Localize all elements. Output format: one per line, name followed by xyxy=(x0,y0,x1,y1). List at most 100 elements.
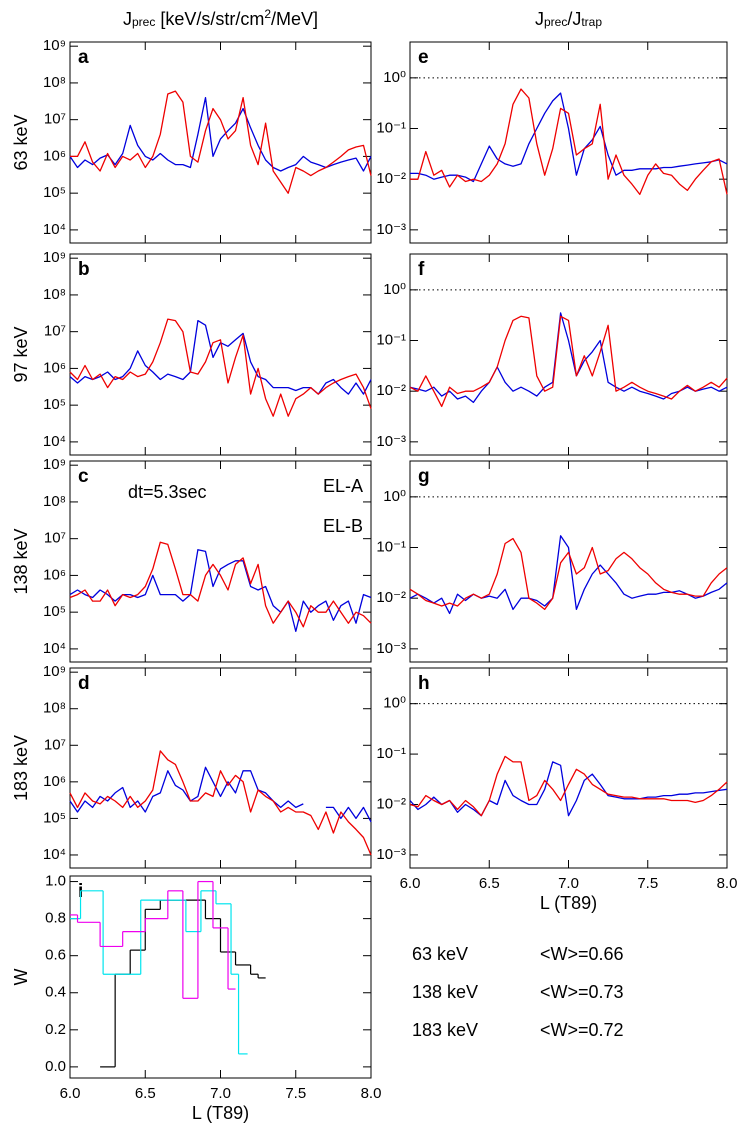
y-tick-label: 10⁹ xyxy=(43,456,66,473)
data-line xyxy=(409,315,728,408)
x-axis-label: L (T89) xyxy=(540,893,597,913)
x-tick-label: 6.5 xyxy=(135,1085,156,1102)
y-tick-label: 10⁹ xyxy=(43,663,66,680)
panel-frame xyxy=(69,253,372,456)
x-tick-label: 7.0 xyxy=(558,875,579,892)
y-tick-label: 10⁶ xyxy=(43,566,66,583)
panel-label: d xyxy=(78,673,90,694)
data-line xyxy=(409,755,728,817)
y-tick-label: 10⁷ xyxy=(44,323,66,340)
y-tick-label: 10⁰ xyxy=(383,69,406,86)
y-tick-label: 10⁻¹ xyxy=(376,119,406,136)
y-axis-label: 63 keV xyxy=(11,114,31,170)
legend-entry: 183 keV xyxy=(412,1020,478,1040)
title-part: 2 xyxy=(264,7,271,21)
annotation: dt=5.3sec xyxy=(128,482,207,502)
y-tick-label: 10⁵ xyxy=(43,184,66,201)
y-tick-label: 10⁴ xyxy=(43,433,66,450)
title-part: /J xyxy=(567,9,581,29)
y-tick-label: 10⁻¹ xyxy=(376,745,406,762)
panel-label: a xyxy=(78,47,89,68)
x-tick-label: 7.5 xyxy=(285,1085,306,1102)
x-tick-label: 6.5 xyxy=(479,875,500,892)
legend-entry: 138 keV xyxy=(412,982,478,1002)
panel-label: f xyxy=(418,259,425,280)
title-part: J xyxy=(535,9,544,29)
y-tick-label: 10⁴ xyxy=(43,221,66,238)
y-axis-label: 138 keV xyxy=(11,528,31,594)
data-line xyxy=(70,90,372,194)
legend-entry: 63 keV xyxy=(412,944,468,964)
data-line xyxy=(69,549,372,633)
title-part: prec xyxy=(132,15,155,29)
y-tick-label: 10⁷ xyxy=(44,530,66,547)
y-tick-label: 0.2 xyxy=(45,1021,66,1038)
title-part: J xyxy=(123,9,132,29)
y-tick-label: 10⁻² xyxy=(376,170,406,187)
legend-entry: EL-B xyxy=(323,516,363,536)
data-line xyxy=(69,318,372,417)
y-tick-label: 10⁵ xyxy=(43,396,66,413)
data-line xyxy=(410,88,728,196)
title-part: [keV/s/str/cm xyxy=(155,9,264,29)
y-tick-label: 10⁵ xyxy=(43,603,66,620)
panel-frame xyxy=(69,41,372,244)
y-axis-label: 97 keV xyxy=(11,326,31,382)
y-tick-label: 10⁷ xyxy=(44,111,66,128)
y-tick-label: 10⁻² xyxy=(376,589,406,606)
y-tick-label: 10⁶ xyxy=(43,147,66,164)
y-tick-label: 10⁰ xyxy=(383,281,406,298)
x-tick-label: 6.0 xyxy=(60,1085,81,1102)
data-line xyxy=(69,750,372,856)
y-tick-label: 10⁻³ xyxy=(376,640,406,657)
panel-frame xyxy=(409,667,728,869)
panel-frame xyxy=(409,41,728,244)
y-tick-label: 10⁸ xyxy=(43,286,66,303)
column-title: Jprec [keV/s/str/cm2/MeV] xyxy=(123,7,318,29)
y-tick-label: 10⁸ xyxy=(43,700,66,717)
data-line xyxy=(69,541,372,628)
y-tick-label: 10⁹ xyxy=(43,37,66,54)
legend-mean: <W>=0.73 xyxy=(540,982,624,1002)
x-tick-label: 6.0 xyxy=(400,875,421,892)
column-title: Jprec/Jtrap xyxy=(535,9,602,29)
x-tick-label: 7.5 xyxy=(637,875,658,892)
data-line xyxy=(409,761,728,817)
x-tick-label: 7.0 xyxy=(210,1085,231,1102)
legend-mean: <W>=0.66 xyxy=(540,944,624,964)
title-part: /MeV] xyxy=(271,9,318,29)
y-tick-label: 10⁸ xyxy=(43,493,66,510)
panel-label: c xyxy=(78,466,89,487)
panel-label: b xyxy=(78,259,90,280)
y-tick-label: 10⁻² xyxy=(376,382,406,399)
data-line xyxy=(69,766,304,813)
panel-frame xyxy=(409,460,728,663)
y-tick-label: 10⁴ xyxy=(43,846,66,863)
y-tick-label: 10⁻³ xyxy=(376,846,406,863)
y-tick-label: 10⁶ xyxy=(43,359,66,376)
y-tick-label: 10⁻¹ xyxy=(376,331,406,348)
data-line xyxy=(325,806,372,823)
panel-label: e xyxy=(418,47,429,68)
y-axis-label: 183 keV xyxy=(11,735,31,801)
panel-label: g xyxy=(418,466,430,487)
y-tick-label: 10⁻² xyxy=(376,795,406,812)
y-tick-label: 10⁻³ xyxy=(376,433,406,450)
data-line xyxy=(69,96,372,172)
y-tick-label: 0.8 xyxy=(45,910,66,927)
y-tick-label: 10⁵ xyxy=(43,809,66,826)
y-tick-label: 1.0 xyxy=(45,873,66,890)
y-tick-label: 10⁻³ xyxy=(376,221,406,238)
y-axis-label: W xyxy=(11,969,31,986)
y-tick-label: 10⁶ xyxy=(43,773,66,790)
data-line xyxy=(409,535,728,615)
title-part: prec xyxy=(544,15,567,29)
x-axis-label: L (T89) xyxy=(192,1103,249,1123)
y-tick-label: 10⁹ xyxy=(43,249,66,266)
y-tick-label: 10⁻¹ xyxy=(376,538,406,555)
title-part: trap xyxy=(581,15,602,29)
y-tick-label: 0.0 xyxy=(45,1058,66,1075)
y-tick-label: 10⁸ xyxy=(43,74,66,91)
